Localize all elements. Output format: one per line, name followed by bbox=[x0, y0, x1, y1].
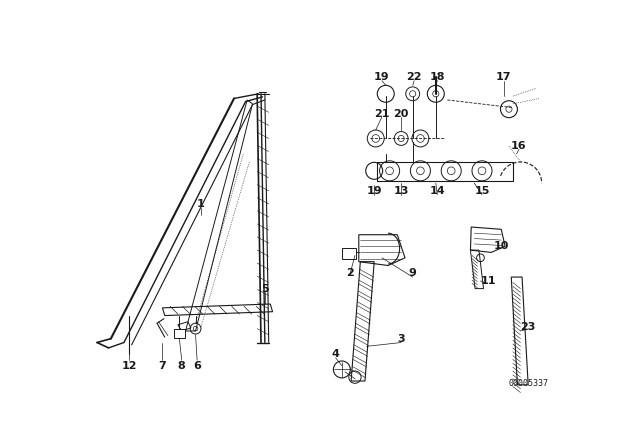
Text: 00005337: 00005337 bbox=[508, 379, 548, 388]
Text: 19: 19 bbox=[374, 72, 390, 82]
Text: 11: 11 bbox=[481, 276, 496, 286]
Text: 3: 3 bbox=[397, 334, 405, 344]
Text: 22: 22 bbox=[406, 72, 422, 82]
Text: 9: 9 bbox=[409, 268, 417, 278]
Text: 21: 21 bbox=[374, 109, 390, 119]
Text: 8: 8 bbox=[178, 361, 186, 370]
Text: 6: 6 bbox=[193, 361, 201, 370]
Text: 12: 12 bbox=[122, 361, 137, 370]
Text: 7: 7 bbox=[159, 361, 166, 370]
Text: 5: 5 bbox=[261, 284, 269, 293]
Text: 19: 19 bbox=[366, 186, 382, 196]
Text: 2: 2 bbox=[346, 268, 353, 278]
Text: 23: 23 bbox=[520, 322, 536, 332]
Text: 4: 4 bbox=[332, 349, 340, 359]
FancyBboxPatch shape bbox=[342, 248, 356, 259]
Text: 10: 10 bbox=[493, 241, 509, 251]
Text: 1: 1 bbox=[197, 199, 205, 209]
Text: 14: 14 bbox=[429, 186, 445, 196]
Text: 17: 17 bbox=[496, 72, 511, 82]
Text: 16: 16 bbox=[511, 141, 527, 151]
FancyBboxPatch shape bbox=[174, 329, 185, 338]
Text: 20: 20 bbox=[394, 109, 409, 119]
Text: 18: 18 bbox=[429, 72, 445, 82]
Text: 13: 13 bbox=[394, 186, 409, 196]
Text: 15: 15 bbox=[474, 186, 490, 196]
